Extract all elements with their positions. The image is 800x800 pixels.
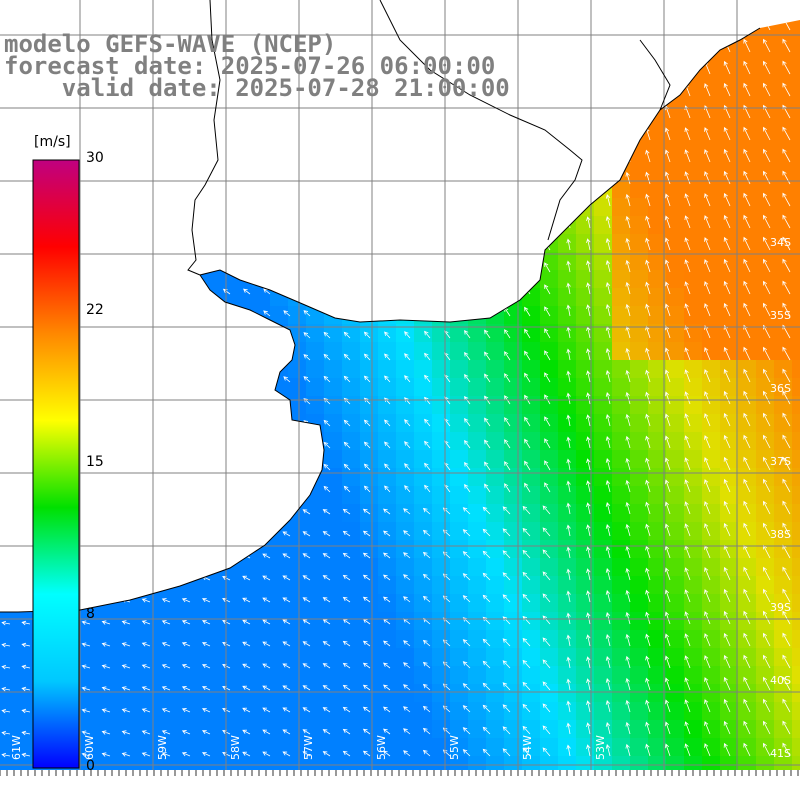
colorbar-tick-0: 0 [86,758,95,774]
lon-label-54W: 54W [521,735,534,760]
title-forecast-date: forecast date: 2025-07-26 06:00:00 [4,52,496,80]
colorbar-tick-8: 8 [86,606,95,622]
lat-label-40S: 40S [770,674,791,687]
coastline [0,27,761,613]
lon-label-61W: 61W [10,735,23,760]
colorbar-unit: [m/s] [34,134,71,150]
country-border [187,0,671,276]
title-model: modelo GEFS-WAVE (NCEP) [4,30,337,58]
title-valid-date: valid date: 2025-07-28 21:00:00 [4,74,510,102]
lon-label-59W: 59W [156,735,169,760]
lat-label-35S: 35S [770,309,791,322]
lon-label-60W: 60W [83,735,96,760]
lat-label-41S: 41S [770,747,791,760]
lat-label-34S: 34S [770,236,791,249]
lon-label-58W: 58W [229,735,242,760]
colorbar-gradient [32,159,80,769]
lat-label-36S: 36S [770,382,791,395]
colorbar [32,159,80,769]
colorbar-tick-22: 22 [86,302,104,318]
lon-label-56W: 56W [375,735,388,760]
lat-label-38S: 38S [770,528,791,541]
lon-label-57W: 57W [302,735,315,760]
lon-label-55W: 55W [448,735,461,760]
longitude-labels: 61W 60W 59W 58W 57W 56W 55W 54W 53W [10,735,607,760]
latitude-labels: 34S 35S 36S 37S 38S 39S 40S 41S [770,236,791,760]
lat-label-37S: 37S [770,455,791,468]
colorbar-tick-15: 15 [86,454,104,470]
lat-lon-grid [0,0,800,776]
lat-label-39S: 39S [770,601,791,614]
lon-label-53W: 53W [594,735,607,760]
colorbar-tick-30: 30 [86,150,104,166]
